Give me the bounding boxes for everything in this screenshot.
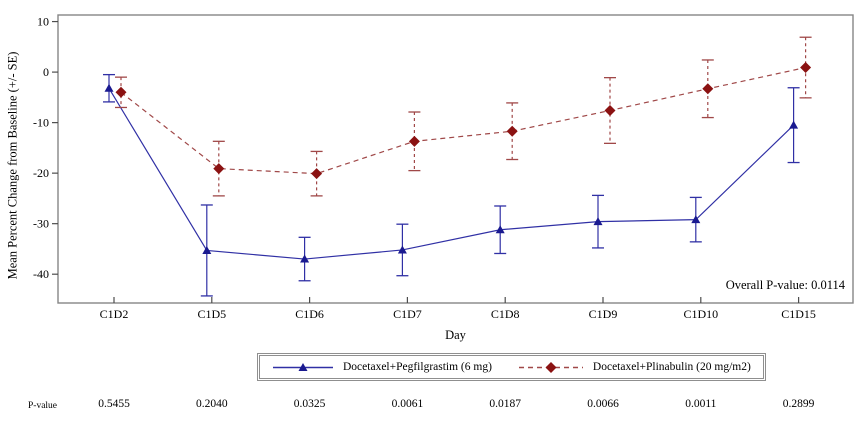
triangle-marker: [300, 254, 310, 263]
y-axis-title: Mean Percent Change from Baseline (+/- S…: [5, 51, 20, 280]
diamond-marker: [311, 168, 323, 180]
triangle-marker: [104, 83, 114, 92]
x-tick-label: C1D15: [781, 307, 816, 321]
pvalue-value: 0.2899: [782, 398, 815, 410]
y-tick-label: -10: [33, 116, 49, 130]
pvalue-value: 0.5455: [98, 398, 130, 410]
diamond-marker: [115, 86, 127, 98]
triangle-marker: [495, 225, 505, 234]
legend-label-plinabulin: Docetaxel+Plinabulin (20 mg/m2): [592, 361, 751, 373]
pvalue-row-label: P-value: [28, 401, 58, 411]
triangle-marker: [593, 217, 603, 226]
legend: Docetaxel+Pegfilgrastim (6 mg) Docetaxel…: [257, 353, 766, 381]
series-line: [108, 87, 795, 260]
x-tick-label: C1D7: [393, 307, 422, 321]
pvalue-value: 0.0325: [293, 398, 326, 410]
overall-pvalue-annotation: Overall P-value: 0.0114: [725, 278, 845, 292]
y-tick-label: -40: [33, 267, 49, 281]
diamond-marker: [408, 135, 420, 147]
y-tick-label: -30: [33, 217, 49, 231]
diamond-marker: [506, 125, 518, 137]
legend-item-pegfilgrastim: Docetaxel+Pegfilgrastim (6 mg): [272, 361, 492, 374]
x-tick-label: C1D8: [491, 307, 520, 321]
pvalue-value: 0.2040: [195, 398, 228, 410]
y-tick-label: 10: [37, 15, 49, 29]
legend-item-plinabulin: Docetaxel+Plinabulin (20 mg/m2): [518, 361, 751, 374]
x-tick-label: C1D6: [295, 307, 324, 321]
pvalue-value: 0.0061: [391, 398, 424, 410]
pvalue-value: 0.0187: [489, 398, 521, 410]
legend-label-pegfilgrastim: Docetaxel+Pegfilgrastim (6 mg): [343, 361, 492, 373]
triangle-marker: [397, 245, 407, 254]
diamond-marker: [702, 83, 714, 95]
plot-frame: [57, 14, 854, 304]
x-tick-label: C1D2: [100, 307, 129, 321]
legend-diamond-marker: [545, 361, 557, 373]
pvalue-value: 0.0011: [685, 398, 717, 410]
triangle-marker: [202, 245, 212, 254]
pegfilgrastim-line-sample-icon: [273, 362, 333, 371]
plot-area: 10 0 -10 -20 -30 -40 C1D2 C1D5 C1D6 C1D7 C1D8 C1D9 C…: [33, 14, 854, 321]
series-line: [120, 66, 806, 175]
y-tick-label: -20: [33, 166, 49, 180]
x-tick-label: C1D10: [683, 307, 718, 321]
plinabulin-line-sample-icon: [518, 361, 583, 373]
diamond-marker: [800, 62, 812, 74]
x-axis-title: Day: [445, 328, 466, 342]
pvalue-value: 0.0066: [587, 398, 619, 410]
legend-triangle-marker: [298, 362, 308, 371]
y-tick-label: 0: [43, 65, 49, 79]
triangle-marker: [691, 215, 701, 224]
x-tick-label: C1D5: [197, 307, 226, 321]
diamond-marker: [213, 163, 225, 175]
diamond-marker: [604, 104, 616, 116]
triangle-marker: [789, 120, 799, 129]
x-tick-label: C1D9: [589, 307, 618, 321]
